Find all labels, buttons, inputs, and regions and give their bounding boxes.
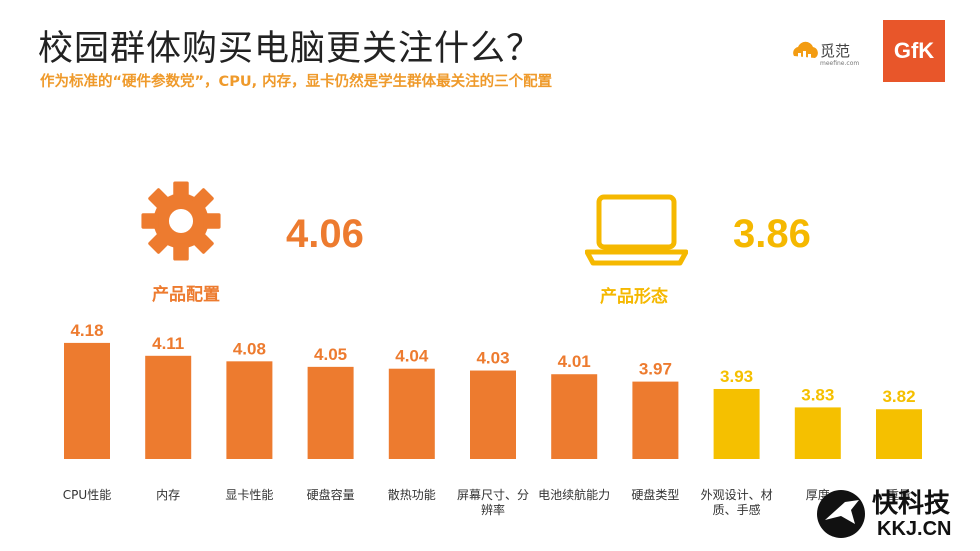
bar-8 <box>632 381 679 459</box>
meefine-logo-text: 觅范 <box>820 42 850 60</box>
x-tick-label: 重量 <box>859 488 939 503</box>
meefine-logo-url: meefine.com <box>820 60 859 67</box>
watermark-text-cn: 快科技 <box>872 489 951 519</box>
watermark-logo <box>817 490 865 538</box>
x-tick-label: 显卡性能 <box>209 488 289 503</box>
bar-value-label: 3.82 <box>882 387 915 406</box>
bar-9 <box>713 388 760 459</box>
bar-6 <box>470 370 516 459</box>
bar-value-label: 3.97 <box>639 360 672 379</box>
x-tick-label-line: 质、手感 <box>712 503 761 517</box>
bar-2 <box>145 355 192 459</box>
gear-icon <box>141 181 221 261</box>
x-tick-label-line: 硬盘类型 <box>631 488 680 502</box>
bar-value-label: 4.11 <box>152 334 184 353</box>
x-tick-label-line: 屏幕尺寸、分 <box>456 488 529 502</box>
x-tick-label-line: 重量 <box>886 488 911 502</box>
bar-value-label: 3.93 <box>720 367 753 386</box>
form-score: 3.86 <box>733 212 811 256</box>
x-tick-label: 电池续航能力 <box>534 488 614 503</box>
x-tick-label: 散热功能 <box>372 488 452 503</box>
x-tick-label-line: 显卡性能 <box>225 488 274 502</box>
config-score: 4.06 <box>286 212 364 256</box>
x-tick-label: 内存 <box>128 488 208 503</box>
bar-5 <box>388 368 435 459</box>
x-tick-label-line: 散热功能 <box>387 488 436 502</box>
bar-value-label: 4.08 <box>233 339 266 358</box>
bar-value-label: 4.18 <box>70 321 103 340</box>
x-tick-label: 外观设计、材 质、手感 <box>697 488 777 518</box>
form-label: 产品形态 <box>600 287 668 307</box>
x-tick-label: 屏幕尺寸、分 辨率 <box>453 488 533 518</box>
bar-value-label: 3.83 <box>801 385 834 404</box>
x-tick-label: 硬盘容量 <box>291 488 371 503</box>
x-tick-label-line: 辨率 <box>480 503 505 517</box>
page-subtitle: 作为标准的“硬件参数党”，CPU, 内存，显卡仍然是学生群体最关注的三个配置 <box>40 74 553 90</box>
x-tick-label-line: 硬盘容量 <box>306 488 355 502</box>
x-tick-label-line: 外观设计、材 <box>700 488 773 502</box>
bar-7 <box>551 374 598 459</box>
x-tick-label-line: CPU性能 <box>62 488 112 502</box>
x-tick-label-line: 电池续航能力 <box>538 488 611 502</box>
laptop-icon <box>585 194 688 266</box>
bar-value-label: 4.01 <box>558 352 591 371</box>
bar-1 <box>64 342 110 459</box>
watermark-text-en: KKJ.CN <box>877 518 952 540</box>
page-title: 校园群体购买电脑更关注什么？ <box>38 29 543 69</box>
bar-value-label: 4.05 <box>314 345 347 364</box>
gfk-logo-text: GfK <box>893 38 935 63</box>
bar-4 <box>307 366 354 459</box>
meefine-logo: 觅范 meefine.com <box>793 41 859 67</box>
x-tick-label-line: 内存 <box>156 488 181 502</box>
x-tick-label: 硬盘类型 <box>615 488 695 503</box>
gfk-logo: GfK <box>883 20 945 82</box>
bar-11 <box>876 409 922 459</box>
bar-value-label: 4.03 <box>476 349 509 368</box>
x-tick-label: CPU性能 <box>47 488 127 503</box>
bar-value-label: 4.04 <box>395 347 429 366</box>
config-label: 产品配置 <box>152 285 220 305</box>
bar-10 <box>794 407 841 459</box>
bar-3 <box>226 361 273 459</box>
